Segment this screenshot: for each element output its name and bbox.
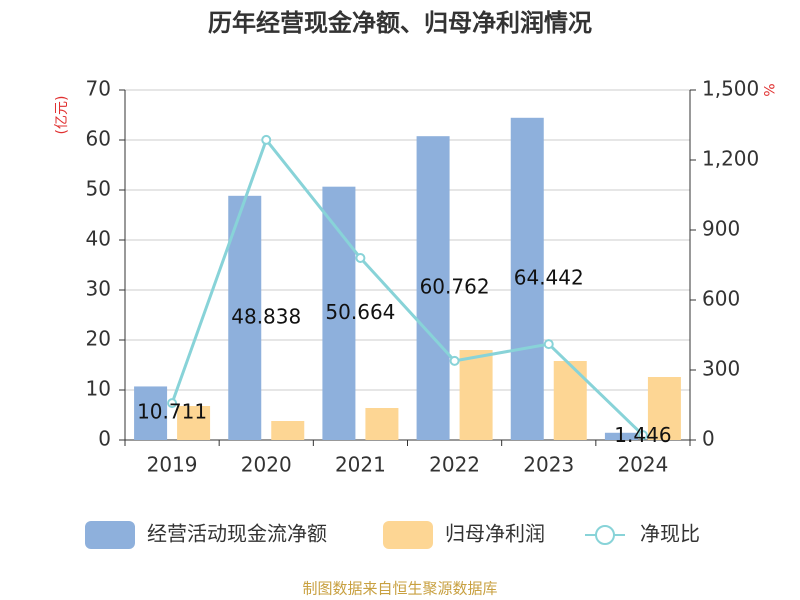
y-tick-label: 30: [86, 277, 111, 301]
data-label: 60.762: [420, 275, 490, 299]
x-tick-label: 2022: [429, 453, 480, 477]
y2-tick-label: 900: [702, 217, 740, 241]
bar: [553, 361, 587, 440]
data-label: 64.442: [514, 265, 584, 289]
bar: [228, 195, 262, 440]
y-tick-label: 70: [86, 77, 111, 101]
line-point: [167, 398, 178, 409]
line-point: [449, 355, 460, 366]
y2-tick-label: 0: [702, 427, 715, 451]
line-point: [637, 430, 648, 441]
line-point: [355, 253, 366, 263]
y-tick-label: 0: [98, 427, 111, 451]
legend-label: 净现比: [640, 522, 700, 546]
x-tick-label: 2021: [335, 453, 386, 477]
legend-swatch: [383, 521, 433, 549]
source-note: 制图数据来自恒生聚源数据库: [302, 580, 497, 598]
bar: [416, 136, 450, 440]
legend-label: 经营活动现金流净额: [147, 522, 327, 546]
x-tick-label: 2019: [147, 453, 198, 477]
bar: [271, 421, 305, 440]
y2-unit: %: [760, 83, 776, 96]
x-tick-label: 2020: [241, 453, 292, 477]
x-tick-label: 2023: [523, 453, 574, 477]
y-tick-label: 50: [86, 177, 111, 201]
x-tick-label: 2024: [617, 453, 668, 477]
legend-swatch: [595, 525, 615, 545]
bar: [604, 432, 638, 440]
y2-tick-label: 1,200: [702, 147, 759, 171]
bar: [647, 377, 681, 440]
bar: [510, 117, 544, 440]
bar: [459, 350, 493, 440]
y-tick-label: 40: [86, 227, 111, 251]
line: [170, 136, 644, 437]
y-tick-label: 10: [86, 377, 111, 401]
y2-tick-label: 600: [702, 287, 740, 311]
y-tick-label: 20: [86, 327, 111, 351]
data-label: 48.838: [231, 304, 301, 328]
legend-label: 归母净利润: [445, 522, 545, 546]
legend-swatch: [85, 521, 135, 549]
data-label: 50.664: [325, 300, 395, 324]
line-point: [261, 134, 272, 145]
y2-tick-label: 1,500: [702, 77, 759, 101]
data-label: 10.711: [137, 400, 207, 424]
y-tick-label: 60: [86, 127, 111, 151]
y-unit: (亿元): [54, 96, 70, 135]
line-point: [543, 339, 554, 350]
y2-tick-label: 300: [702, 357, 740, 381]
chart-title: 历年经营现金净额、归母净利润情况: [208, 9, 592, 37]
bar: [134, 386, 168, 440]
bar: [177, 406, 211, 440]
bar: [365, 408, 399, 440]
data-label: 1.446: [614, 423, 671, 447]
